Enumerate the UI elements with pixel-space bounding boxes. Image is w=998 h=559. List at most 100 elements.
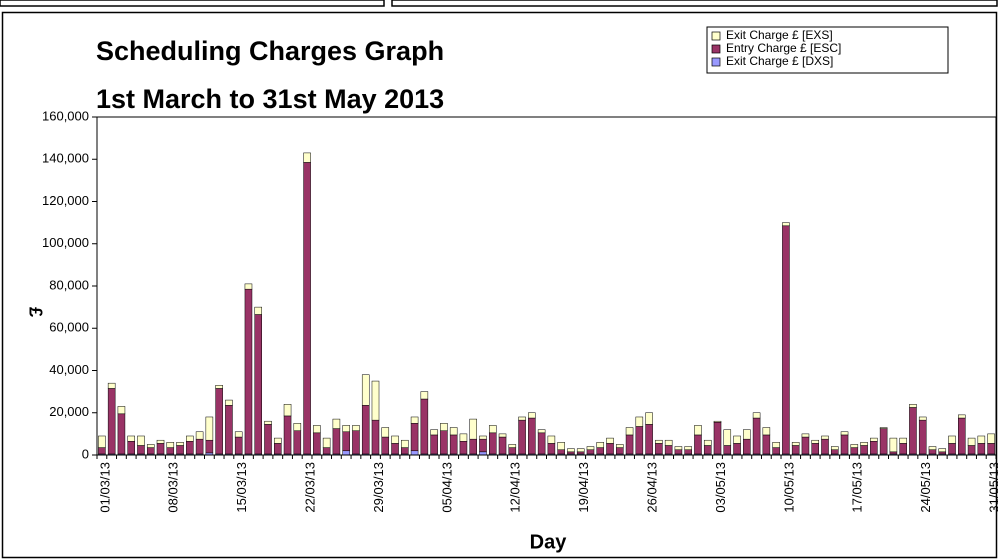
- bar-segment: [107, 388, 116, 455]
- bar-segment: [616, 444, 624, 448]
- bar-segment: [840, 434, 849, 455]
- y-tick-label: 20,000: [49, 404, 89, 419]
- x-tick-label: 05/04/13: [439, 462, 454, 513]
- bar-segment: [762, 434, 771, 455]
- bar-segment: [371, 419, 380, 455]
- y-axis-label: £: [25, 307, 45, 317]
- bar-segment: [332, 428, 341, 455]
- x-tick-label: 26/04/13: [645, 462, 660, 513]
- bar-segment: [655, 443, 663, 455]
- bar-segment: [410, 450, 419, 456]
- bar-segment: [459, 441, 468, 455]
- bar-segment: [860, 442, 868, 446]
- bar-segment: [967, 445, 976, 455]
- bar-segment: [176, 442, 184, 446]
- bar-segment: [313, 432, 321, 455]
- bar-segment: [596, 447, 605, 455]
- bar-segment: [254, 314, 263, 455]
- bar-segment: [889, 437, 898, 453]
- bar-segment: [938, 451, 947, 455]
- bar-segment: [322, 437, 331, 448]
- bar-segment: [352, 425, 360, 431]
- bar-segment: [342, 425, 350, 433]
- y-tick-label: 60,000: [49, 320, 89, 335]
- bar-segment: [645, 424, 653, 455]
- bar-segment: [332, 418, 341, 429]
- bar-segment: [684, 449, 692, 455]
- bar-segment: [508, 447, 517, 455]
- y-tick-label: 80,000: [49, 277, 89, 292]
- bar-segment: [567, 451, 575, 455]
- bar-segment: [791, 445, 800, 455]
- bar-segment: [684, 446, 692, 450]
- bar-segment: [752, 417, 761, 455]
- x-tick-label: 01/03/13: [97, 462, 112, 513]
- y-tick-label: 160,000: [42, 108, 89, 123]
- bar-segment: [664, 445, 673, 455]
- bar-segment: [850, 444, 859, 448]
- bar-segment: [117, 406, 126, 415]
- bar-segment: [537, 429, 546, 434]
- bar-segment: [274, 437, 282, 444]
- bar-segment: [987, 443, 995, 455]
- bar-segment: [782, 225, 790, 455]
- bar-segment: [264, 424, 272, 455]
- bar-segment: [342, 450, 350, 456]
- bar-segment: [918, 419, 927, 455]
- legend-swatch: [711, 57, 721, 67]
- legend-swatch: [711, 44, 721, 54]
- legend-label: Entry Charge £ [ESC]: [726, 41, 841, 55]
- bar-segment: [723, 445, 732, 455]
- bar-segment: [801, 433, 810, 438]
- bar-segment: [821, 435, 829, 440]
- bar-segment: [156, 439, 165, 444]
- bar-segment: [479, 438, 487, 453]
- bar-segment: [733, 443, 741, 455]
- bar-segment: [860, 445, 868, 455]
- bar-segment: [381, 427, 390, 438]
- bar-segment: [977, 443, 986, 455]
- bar-segment: [616, 447, 624, 455]
- bar-segment: [762, 427, 771, 436]
- bar-segment: [635, 426, 644, 455]
- bar-segment: [107, 382, 116, 389]
- bar-segment: [508, 444, 517, 448]
- y-tick-label: 40,000: [49, 362, 89, 377]
- bar-segment: [146, 447, 155, 455]
- bar-segment: [625, 427, 634, 436]
- y-tick-label: 140,000: [42, 151, 89, 166]
- bar-segment: [244, 283, 253, 290]
- bar-segment: [146, 444, 155, 448]
- bar-segment: [205, 439, 214, 454]
- bar-segment: [557, 442, 565, 450]
- bar-segment: [958, 417, 966, 455]
- bar-segment: [576, 448, 585, 453]
- bar-segment: [948, 443, 956, 455]
- bar-segment: [342, 431, 350, 452]
- bar-segment: [215, 388, 223, 455]
- bar-segment: [156, 443, 165, 455]
- bar-segment: [694, 425, 702, 436]
- bar-segment: [303, 162, 311, 455]
- bar-segment: [205, 416, 214, 441]
- bar-segment: [674, 449, 683, 455]
- bar-segment: [283, 404, 292, 417]
- bar-segment: [723, 429, 732, 446]
- chart-subtitle: 1st March to 31st May 2013: [96, 84, 444, 114]
- bar-segment: [137, 445, 145, 455]
- bar-segment: [772, 442, 780, 448]
- bar-segment: [371, 380, 380, 421]
- bar-segment: [322, 447, 331, 455]
- bar-segment: [498, 433, 507, 438]
- bar-segment: [488, 425, 497, 434]
- bar-segment: [606, 443, 614, 455]
- bar-segment: [918, 416, 927, 421]
- bar-segment: [518, 419, 526, 455]
- legend: [706, 26, 949, 74]
- bar-segment: [244, 288, 253, 455]
- bar-segment: [225, 399, 233, 406]
- bar-segment: [879, 427, 888, 429]
- y-tick-label: 0: [82, 446, 89, 461]
- bar-segment: [293, 430, 302, 455]
